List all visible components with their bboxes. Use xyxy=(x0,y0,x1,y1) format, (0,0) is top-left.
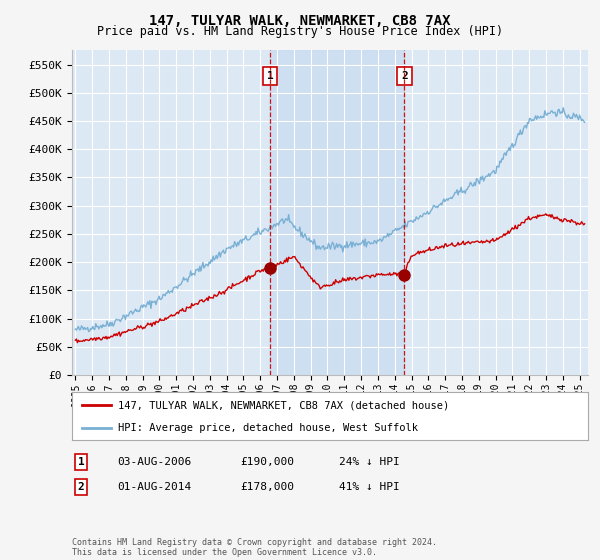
Text: 2: 2 xyxy=(77,482,85,492)
Text: Contains HM Land Registry data © Crown copyright and database right 2024.
This d: Contains HM Land Registry data © Crown c… xyxy=(72,538,437,557)
Text: 03-AUG-2006: 03-AUG-2006 xyxy=(117,457,191,467)
Bar xyxy=(270,50,404,375)
Text: 2: 2 xyxy=(401,71,408,81)
Text: 1: 1 xyxy=(266,71,274,81)
Text: Price paid vs. HM Land Registry's House Price Index (HPI): Price paid vs. HM Land Registry's House … xyxy=(97,25,503,38)
Text: £190,000: £190,000 xyxy=(240,457,294,467)
Text: 01-AUG-2014: 01-AUG-2014 xyxy=(117,482,191,492)
Text: 1: 1 xyxy=(77,457,85,467)
Text: £178,000: £178,000 xyxy=(240,482,294,492)
Text: 147, TULYAR WALK, NEWMARKET, CB8 7AX: 147, TULYAR WALK, NEWMARKET, CB8 7AX xyxy=(149,14,451,28)
Text: HPI: Average price, detached house, West Suffolk: HPI: Average price, detached house, West… xyxy=(118,423,418,433)
Text: 147, TULYAR WALK, NEWMARKET, CB8 7AX (detached house): 147, TULYAR WALK, NEWMARKET, CB8 7AX (de… xyxy=(118,400,449,410)
Text: 24% ↓ HPI: 24% ↓ HPI xyxy=(339,457,400,467)
Text: 41% ↓ HPI: 41% ↓ HPI xyxy=(339,482,400,492)
